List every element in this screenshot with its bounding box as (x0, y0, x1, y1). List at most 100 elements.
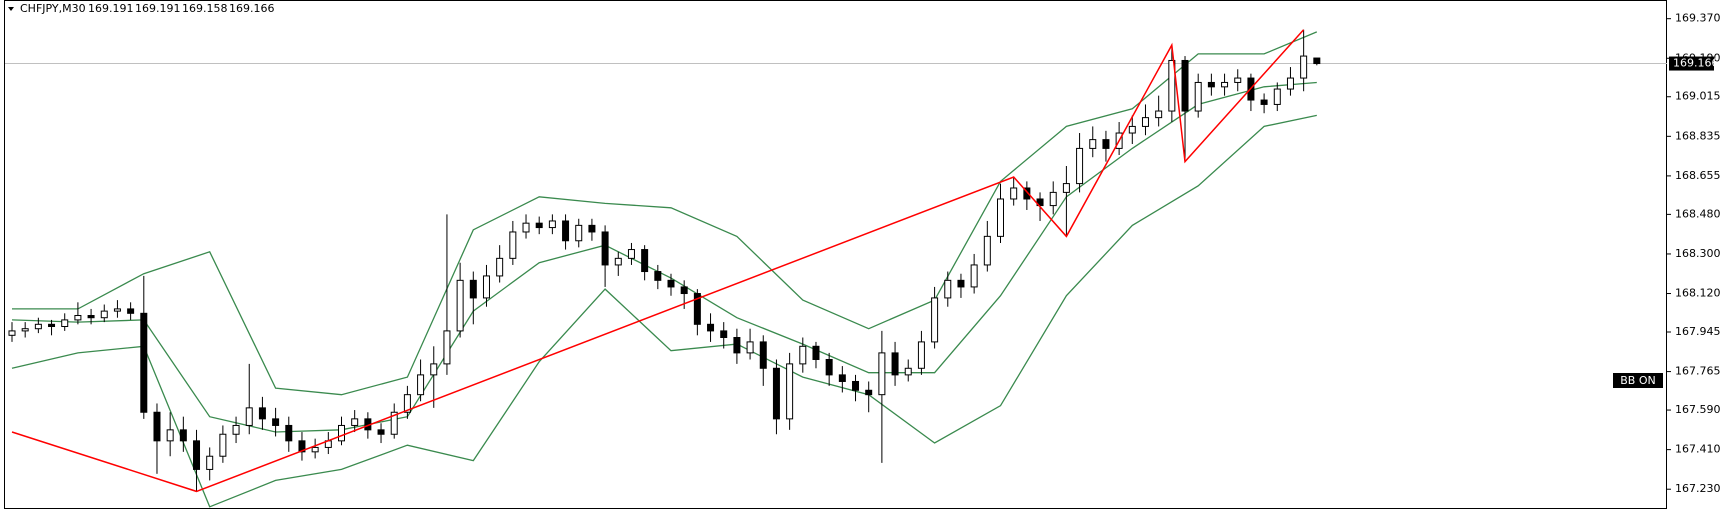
bollinger-band (12, 31, 1318, 396)
candle-body (1089, 139, 1097, 149)
candle-body (799, 345, 807, 365)
candle-body (838, 374, 846, 382)
y-tick-label: 167.230 (1675, 482, 1721, 495)
candle-body (614, 257, 622, 266)
candle-body (351, 418, 359, 426)
candle-body (588, 224, 596, 233)
candle-body (878, 352, 886, 396)
candle-body (1313, 57, 1321, 65)
candle-body (522, 222, 530, 233)
candle-body (891, 352, 899, 376)
candle-body (786, 363, 794, 420)
candle-body (417, 374, 425, 396)
candle-body (865, 389, 873, 396)
candle-body (48, 323, 56, 328)
candle-body (997, 198, 1004, 237)
chart-title: CHFJPY,M30 (20, 2, 86, 15)
candle-body (680, 286, 688, 295)
candle-body (1076, 147, 1084, 185)
candle-body (1300, 55, 1308, 79)
candle-body (1155, 110, 1163, 119)
candle-body (1010, 187, 1018, 200)
candle-body (1273, 88, 1281, 105)
candle-body (8, 330, 16, 336)
candle-body (509, 231, 517, 259)
candle-body (601, 231, 609, 266)
y-tick-label: 169.370 (1675, 12, 1721, 25)
candle-body (496, 257, 504, 277)
candle-body (456, 279, 464, 332)
candle-body (904, 367, 912, 376)
candle-body (575, 224, 583, 242)
zigzag-line (11, 29, 1305, 493)
candle-body (667, 279, 675, 288)
bollinger-band (11, 114, 1317, 508)
candle-body (390, 411, 398, 435)
header-high: 169.191 (135, 2, 181, 15)
candle-body (127, 308, 135, 314)
candle-body (548, 220, 556, 229)
candle-body (153, 411, 161, 442)
candle-body (443, 330, 451, 365)
candle-body (825, 358, 833, 376)
menu-arrow[interactable] (8, 7, 14, 11)
candle-body (931, 297, 939, 343)
candle-body (219, 433, 227, 457)
candle-body (1168, 59, 1176, 112)
candle-body (1207, 81, 1215, 88)
candle-body (1102, 139, 1110, 149)
candle-body (812, 345, 820, 360)
candle-body (113, 308, 121, 312)
candle-body (469, 279, 477, 299)
candle-body (206, 455, 214, 470)
candle-body (535, 222, 543, 229)
candle-body (61, 319, 69, 328)
candle-body (403, 394, 411, 413)
candle-body (1234, 77, 1242, 83)
candle-body (693, 293, 701, 325)
candle-body (1141, 117, 1149, 127)
y-tick-label: 169.015 (1675, 90, 1721, 103)
y-tick-label: 168.120 (1675, 287, 1721, 300)
price-label: 169.166 (1673, 57, 1719, 70)
indicator-label: BB ON (1620, 374, 1655, 387)
plot-frame (4, 0, 1667, 509)
indicator-box (1613, 373, 1663, 388)
candle-body (1049, 191, 1057, 207)
candle-body (1128, 125, 1136, 134)
candle-body (627, 249, 635, 259)
candle-body (311, 446, 319, 453)
candle-body (377, 429, 385, 435)
candle-body (1062, 183, 1070, 193)
candle-body (34, 323, 42, 330)
candle-body (772, 367, 780, 420)
y-tick-label: 167.945 (1675, 325, 1721, 338)
candle-body (970, 264, 978, 288)
candle-body (1181, 59, 1189, 112)
header-open: 169.191 (88, 2, 134, 15)
y-tick-label: 167.590 (1675, 403, 1721, 416)
candle-body (1286, 77, 1294, 90)
candle-body (166, 429, 174, 442)
candle-body (298, 440, 306, 453)
candle-body (258, 407, 266, 420)
header-low: 169.158 (182, 2, 228, 15)
y-tick-label: 167.410 (1675, 443, 1721, 456)
candle-body (245, 407, 253, 426)
candle-body (232, 424, 240, 435)
candle-body (733, 337, 741, 354)
candle-body (193, 440, 201, 470)
candle-body (338, 424, 345, 442)
candle-body (74, 315, 82, 321)
candle-body (707, 323, 715, 332)
y-tick-label: 168.480 (1675, 207, 1721, 220)
candle-body (140, 312, 148, 413)
candle-body (87, 315, 95, 319)
candle-body (654, 271, 662, 281)
candle-body (944, 279, 952, 299)
y-tick-label: 168.835 (1675, 129, 1721, 142)
y-tick-label: 167.765 (1675, 365, 1721, 378)
candle-body (1221, 81, 1229, 88)
